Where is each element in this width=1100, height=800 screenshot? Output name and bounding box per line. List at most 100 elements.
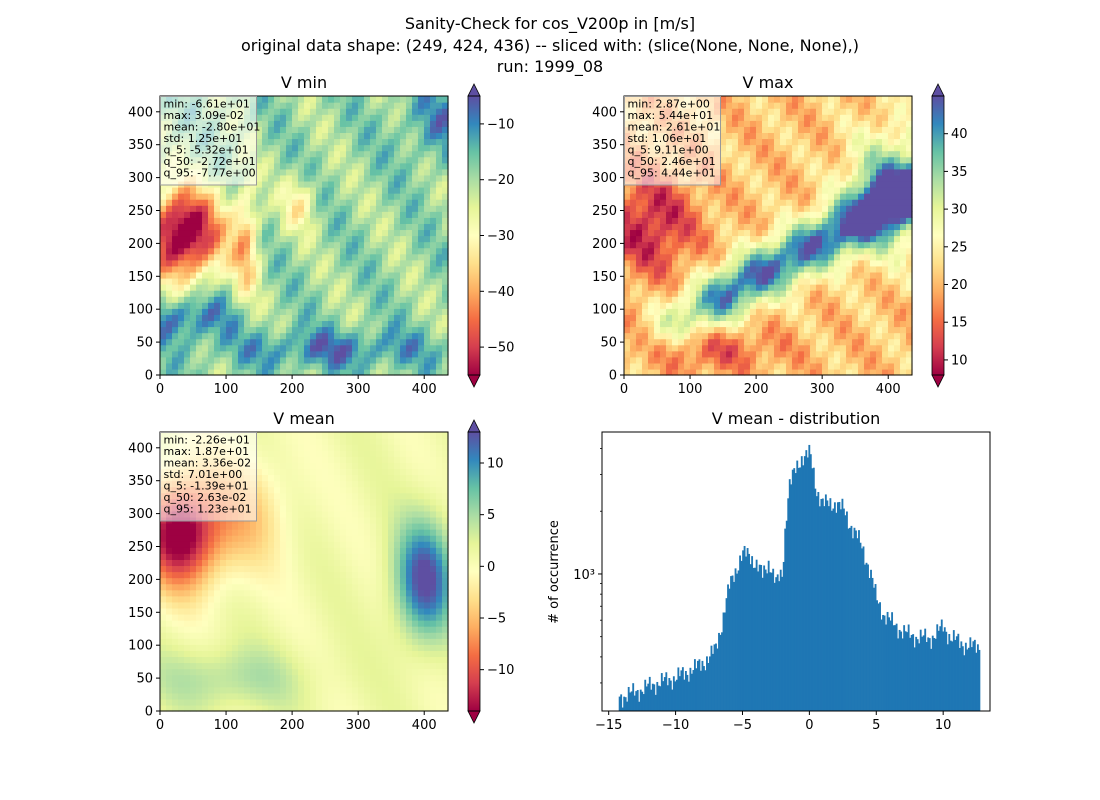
heatmap-cell (804, 96, 811, 103)
heatmap-cell (846, 326, 853, 334)
heatmap-cell (738, 174, 745, 182)
heatmap-cell (262, 356, 269, 364)
heatmap-cell (442, 162, 449, 170)
heatmap-cell (310, 126, 317, 133)
heatmap-cell (310, 284, 317, 291)
heatmap-cell (274, 674, 281, 682)
heatmap-cell (756, 362, 763, 370)
heatmap-cell (900, 320, 907, 328)
heatmap-cell (798, 235, 805, 243)
heatmap-cell (810, 132, 817, 140)
heatmap-cell (202, 290, 209, 297)
heatmap-cell (822, 223, 829, 231)
heatmap-cell (394, 193, 401, 200)
heatmap-cell (274, 199, 281, 206)
heatmap-cell (250, 302, 257, 309)
heatmap-cell (196, 326, 203, 334)
heatmap-cell (232, 656, 239, 664)
heatmap-cell (732, 308, 739, 315)
heatmap-cell (900, 150, 907, 158)
heatmap-cell (232, 247, 239, 255)
heatmap-cell (846, 156, 853, 164)
heatmap-cell (406, 150, 413, 158)
heatmap-cell (858, 271, 865, 279)
heatmap-cell (370, 241, 377, 249)
heatmap-cell (322, 680, 329, 688)
heatmap-cell (774, 174, 781, 182)
heatmap-cell (720, 308, 727, 315)
colorbar-tick-label: 10 (951, 353, 968, 368)
heatmap-cell (822, 199, 829, 206)
heatmap-cell (340, 265, 347, 273)
heatmap-cell (322, 662, 329, 670)
heatmap-cell (762, 120, 769, 127)
heatmap-cell (406, 368, 413, 376)
heatmap-cell (388, 302, 395, 309)
heatmap-cell (262, 241, 269, 249)
heatmap-cell (786, 229, 793, 237)
heatmap-cell (274, 174, 281, 182)
heatmap-cell (756, 168, 763, 176)
heatmap-cell (166, 277, 173, 285)
heatmap-cell (804, 302, 811, 309)
heatmap-cell (624, 344, 631, 352)
heatmap-cell (292, 686, 299, 694)
heatmap-cell (238, 320, 245, 328)
heatmap-cell (400, 302, 407, 309)
heatmap-cell (202, 668, 209, 676)
heatmap-cell (762, 174, 769, 182)
heatmap-cell (316, 205, 323, 212)
heatmap-cell (828, 271, 835, 279)
heatmap-cell (792, 217, 799, 224)
heatmap-cell (442, 271, 449, 279)
heatmap-cell (436, 102, 443, 109)
heatmap-cell (196, 356, 203, 364)
heatmap-cell (840, 344, 847, 352)
heatmap-cell (328, 656, 335, 664)
heatmap-cell (412, 271, 419, 279)
heatmap-cell (322, 338, 329, 346)
heatmap-cell (810, 265, 817, 273)
heatmap-cell (858, 96, 865, 103)
heatmap-cell (720, 296, 727, 303)
heatmap-cell (328, 120, 335, 127)
heatmap-cell (846, 174, 853, 182)
heatmap-cell (358, 205, 365, 212)
heatmap-cell (394, 277, 401, 285)
heatmap-cell (370, 96, 377, 103)
heatmap-cell (436, 186, 443, 194)
heatmap-cell (756, 217, 763, 224)
heatmap-cell (642, 284, 649, 291)
heatmap-cell (436, 108, 443, 115)
heatmap-cell (382, 265, 389, 273)
heatmap-cell (882, 114, 889, 121)
heatmap-cell (412, 692, 419, 700)
heatmap-cell (756, 235, 763, 243)
heatmap-cell (382, 698, 389, 706)
heatmap-cell (900, 120, 907, 127)
heatmap-cell (250, 680, 257, 688)
heatmap-cell (298, 668, 305, 676)
heatmap-cell (744, 120, 751, 127)
heatmap-cell (388, 186, 395, 194)
heatmap-cell (696, 350, 703, 358)
heatmap-cell (340, 320, 347, 328)
heatmap-cell (648, 368, 655, 376)
heatmap-cell (624, 296, 631, 303)
heatmap-cell (238, 668, 245, 676)
heatmap-cell (262, 326, 269, 334)
heatmap-cell (876, 211, 883, 218)
heatmap-cell (334, 241, 341, 249)
heatmap-cell (406, 344, 413, 352)
heatmap-cell (696, 193, 703, 200)
heatmap-cell (262, 692, 269, 700)
heatmap-cell (190, 199, 197, 206)
heatmap-cell (852, 138, 859, 146)
heatmap-cell (214, 205, 221, 212)
heatmap-cell (346, 314, 353, 322)
heatmap-cell (292, 235, 299, 243)
heatmap-cell (834, 338, 841, 346)
heatmap-cell (382, 217, 389, 224)
heatmap-cell (726, 338, 733, 346)
heatmap-cell (256, 368, 263, 376)
